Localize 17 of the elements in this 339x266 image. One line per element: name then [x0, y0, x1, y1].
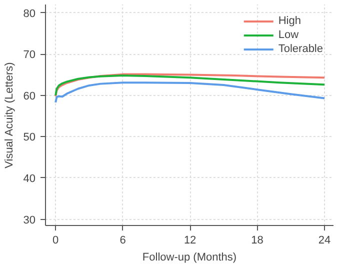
y-tick-label: 40 — [23, 172, 36, 185]
y-tick-label: 60 — [23, 90, 36, 102]
x-tick-label: 12 — [184, 234, 196, 246]
legend-label: Low — [278, 28, 299, 42]
line-series — [54, 82, 326, 104]
x-tick-label: 0 — [52, 234, 59, 246]
x-tick-label: 6 — [120, 234, 126, 246]
y-tick-label: 80 — [23, 8, 36, 20]
legend-label: High — [278, 14, 301, 28]
x-tick-label: 18 — [251, 234, 264, 246]
y-tick-label: 30 — [23, 214, 36, 226]
x-axis-title: Follow-up (Months) — [142, 252, 237, 264]
y-tick-label: 70 — [23, 49, 36, 62]
y-tick-label: 50 — [23, 132, 36, 144]
x-tick-label: 24 — [318, 234, 331, 246]
legend-label: Tolerable — [278, 42, 323, 56]
y-axis-title: Visual Acuity (Letters) — [3, 62, 16, 168]
